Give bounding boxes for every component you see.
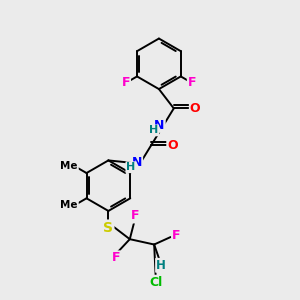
Text: O: O [190, 102, 200, 115]
Text: H: H [126, 162, 136, 172]
Text: N: N [154, 119, 165, 132]
Text: H: H [156, 259, 166, 272]
Text: F: F [130, 209, 139, 223]
Text: Me: Me [60, 161, 78, 171]
Text: F: F [172, 229, 181, 242]
Text: N: N [132, 156, 142, 169]
Text: H: H [149, 125, 158, 135]
Text: F: F [112, 251, 120, 264]
Text: F: F [122, 76, 130, 88]
Text: Cl: Cl [150, 276, 163, 289]
Text: S: S [103, 220, 113, 235]
Text: F: F [188, 76, 196, 88]
Text: O: O [167, 139, 178, 152]
Text: Me: Me [60, 200, 78, 210]
